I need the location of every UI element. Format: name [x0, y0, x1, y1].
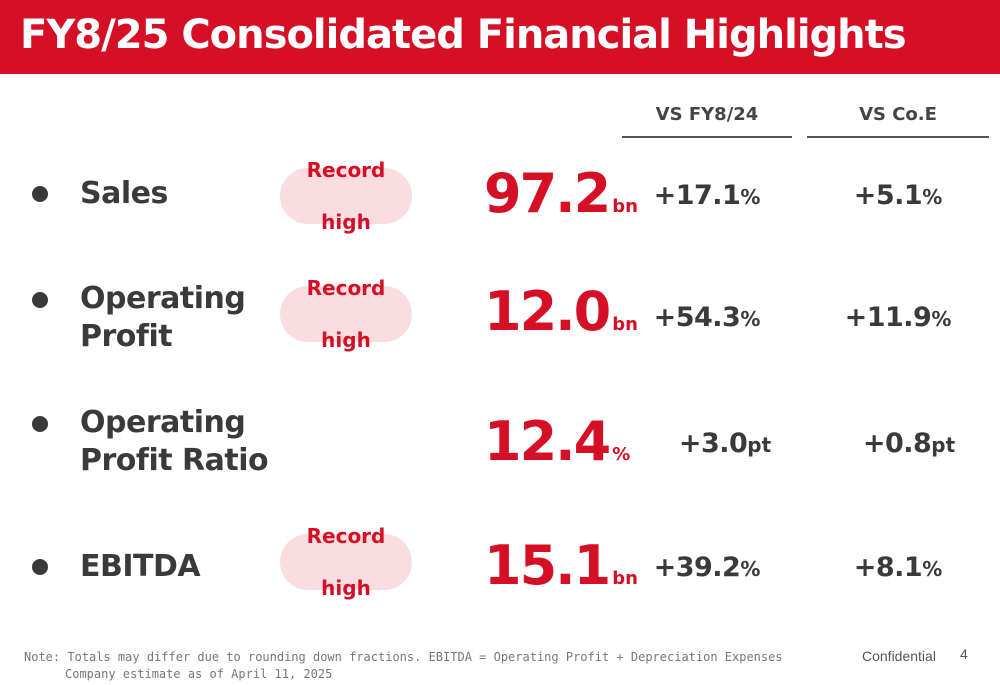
- page-number: 4: [960, 646, 968, 662]
- metric-value: 97.2 bn: [484, 162, 638, 225]
- bullet-icon: [32, 292, 48, 308]
- column-header-vs-company-estimate: VS Co.E: [807, 104, 989, 138]
- bullet-icon: [32, 186, 48, 202]
- metric-value: 15.1 bn: [484, 534, 638, 597]
- metric-label: Sales: [80, 176, 168, 211]
- metric-label: EBITDA: [80, 549, 201, 584]
- column-header-vs-prev-year: VS FY8/24: [622, 104, 792, 138]
- metric-label: Operating Profit: [80, 281, 246, 354]
- page-title: FY8/25 Consolidated Financial Highlights: [20, 12, 907, 58]
- confidential-label: Confidential: [862, 648, 936, 664]
- bullet-icon: [32, 416, 48, 432]
- footnote-line-1: Note: Totals may differ due to rounding …: [24, 650, 783, 664]
- metric-label: Operating Profit Ratio: [80, 405, 269, 478]
- change-vs-prev-year: +3.0pt: [678, 428, 772, 459]
- bullet-icon: [32, 559, 48, 575]
- change-vs-company-estimate: +5.1%: [853, 180, 943, 211]
- record-high-badge: Record high: [280, 276, 412, 352]
- change-vs-prev-year: +54.3%: [653, 302, 761, 333]
- change-vs-prev-year: +39.2%: [653, 552, 761, 583]
- record-high-badge: Record high: [280, 524, 412, 600]
- change-vs-company-estimate: +8.1%: [853, 552, 943, 583]
- record-high-badge: Record high: [280, 158, 412, 234]
- footnote-line-2: Company estimate as of April 11, 2025: [65, 667, 333, 681]
- change-vs-company-estimate: +0.8pt: [862, 428, 956, 459]
- metric-value: 12.0 bn: [484, 280, 638, 343]
- title-bar: FY8/25 Consolidated Financial Highlights: [0, 0, 1000, 74]
- change-vs-prev-year: +17.1%: [653, 180, 761, 211]
- footnote: Note: Totals may differ due to rounding …: [24, 649, 783, 683]
- metric-value: 12.4%: [484, 410, 631, 473]
- change-vs-company-estimate: +11.9%: [844, 302, 952, 333]
